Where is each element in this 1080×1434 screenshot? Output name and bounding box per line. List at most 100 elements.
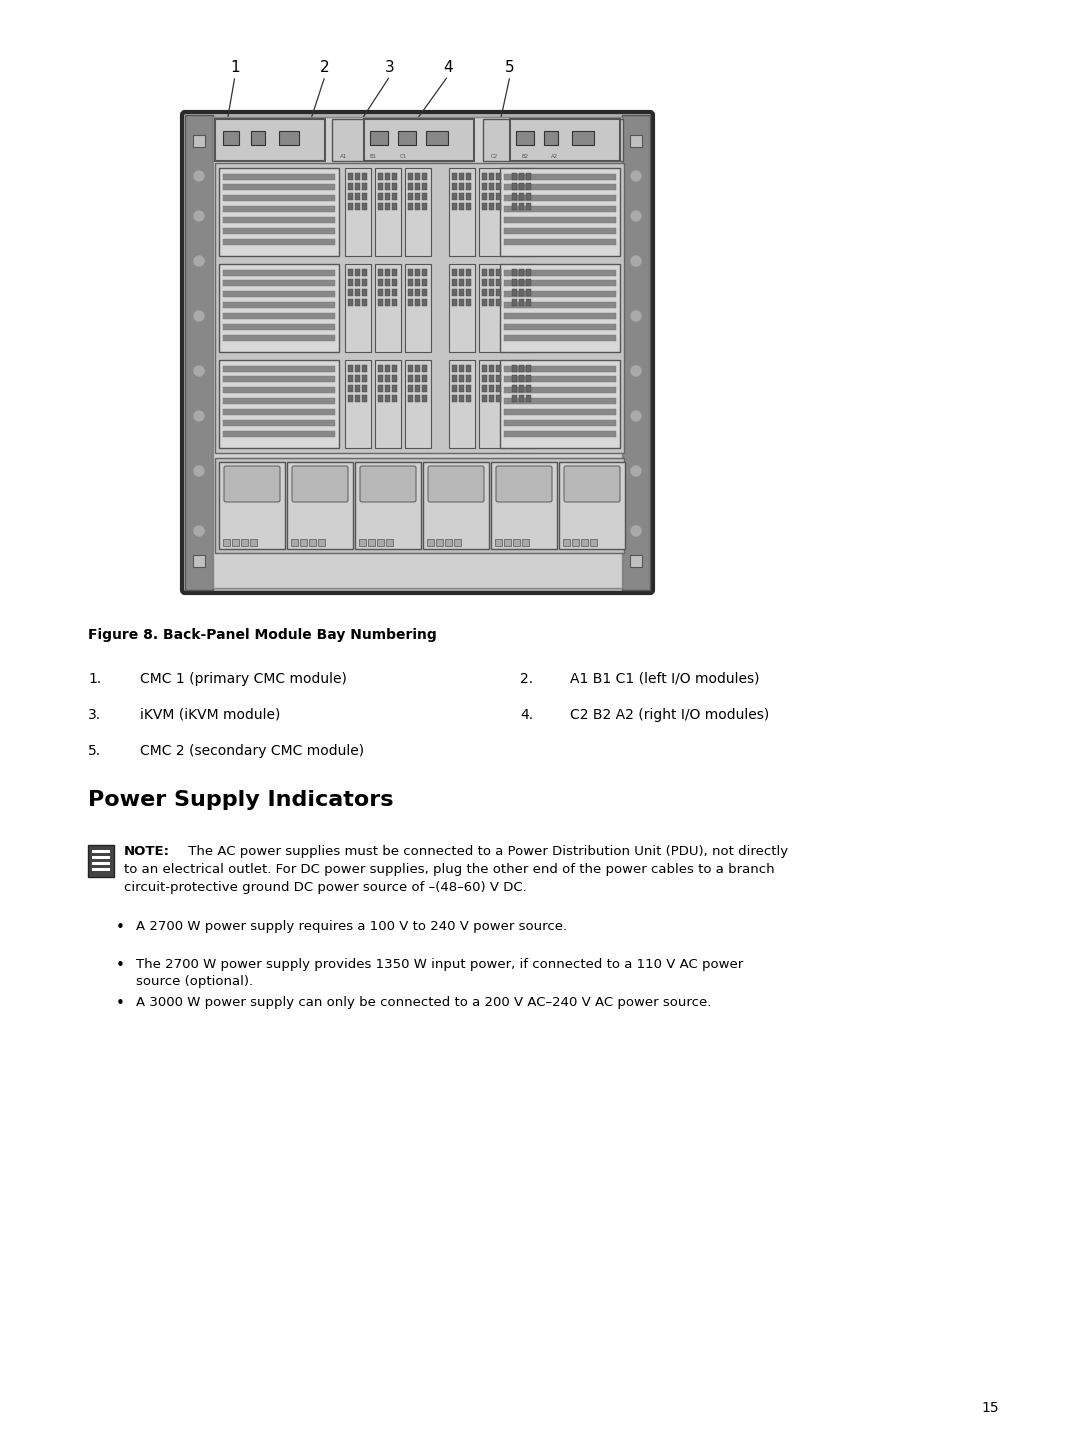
- Bar: [453, 376, 457, 381]
- Bar: [348, 300, 353, 305]
- Bar: [504, 387, 616, 393]
- Bar: [512, 174, 517, 181]
- Bar: [355, 394, 360, 402]
- Bar: [251, 130, 265, 145]
- Bar: [453, 194, 457, 199]
- Text: iKVM (iKVM module): iKVM (iKVM module): [140, 708, 281, 721]
- Bar: [513, 539, 519, 546]
- Text: source (optional).: source (optional).: [136, 975, 253, 988]
- Bar: [526, 376, 531, 381]
- Bar: [496, 280, 501, 285]
- Circle shape: [194, 211, 204, 221]
- Bar: [92, 868, 110, 870]
- Bar: [415, 394, 420, 402]
- Bar: [362, 184, 367, 189]
- Bar: [408, 376, 413, 381]
- Bar: [512, 384, 517, 391]
- Bar: [408, 174, 413, 181]
- Circle shape: [194, 412, 204, 422]
- Bar: [622, 115, 650, 589]
- FancyBboxPatch shape: [496, 466, 552, 502]
- Bar: [355, 280, 360, 285]
- Circle shape: [194, 311, 204, 321]
- Bar: [445, 539, 453, 546]
- Bar: [219, 462, 285, 549]
- Bar: [526, 174, 531, 181]
- Circle shape: [631, 171, 642, 181]
- Bar: [215, 457, 624, 554]
- Bar: [215, 119, 325, 161]
- Bar: [408, 290, 413, 295]
- Circle shape: [631, 366, 642, 376]
- Bar: [504, 239, 616, 245]
- Text: C1: C1: [400, 153, 407, 159]
- Bar: [449, 264, 475, 351]
- Bar: [422, 270, 427, 275]
- Bar: [348, 394, 353, 402]
- Bar: [345, 360, 372, 447]
- Text: 5.: 5.: [87, 744, 102, 759]
- Bar: [544, 130, 558, 145]
- Bar: [482, 384, 487, 391]
- Bar: [355, 270, 360, 275]
- Bar: [415, 270, 420, 275]
- Bar: [489, 204, 494, 209]
- Bar: [512, 394, 517, 402]
- Text: 5: 5: [505, 60, 515, 76]
- Bar: [355, 194, 360, 199]
- Bar: [384, 184, 390, 189]
- Bar: [563, 539, 570, 546]
- Text: NOTE:: NOTE:: [124, 845, 170, 858]
- Bar: [482, 376, 487, 381]
- Bar: [384, 290, 390, 295]
- Bar: [222, 324, 335, 330]
- Bar: [454, 539, 461, 546]
- Bar: [504, 228, 616, 234]
- Bar: [222, 239, 335, 245]
- Bar: [526, 384, 531, 391]
- Bar: [526, 394, 531, 402]
- Bar: [465, 174, 471, 181]
- Bar: [465, 184, 471, 189]
- Bar: [377, 539, 384, 546]
- Bar: [375, 264, 401, 351]
- Bar: [222, 313, 335, 318]
- Bar: [526, 194, 531, 199]
- Circle shape: [631, 466, 642, 476]
- Bar: [370, 130, 388, 145]
- Bar: [309, 539, 316, 546]
- Bar: [459, 174, 464, 181]
- Bar: [219, 168, 339, 257]
- Text: Power Supply Indicators: Power Supply Indicators: [87, 790, 393, 810]
- Bar: [504, 217, 616, 224]
- Bar: [482, 204, 487, 209]
- Bar: [482, 184, 487, 189]
- Bar: [519, 300, 524, 305]
- Bar: [415, 384, 420, 391]
- Bar: [516, 130, 534, 145]
- Bar: [489, 174, 494, 181]
- Text: A 2700 W power supply requires a 100 V to 240 V power source.: A 2700 W power supply requires a 100 V t…: [136, 921, 567, 934]
- Bar: [519, 194, 524, 199]
- Bar: [504, 420, 616, 426]
- Bar: [496, 184, 501, 189]
- Bar: [392, 300, 397, 305]
- Bar: [378, 280, 383, 285]
- Bar: [362, 300, 367, 305]
- Bar: [384, 204, 390, 209]
- Bar: [408, 184, 413, 189]
- Bar: [392, 174, 397, 181]
- Bar: [482, 174, 487, 181]
- Bar: [392, 376, 397, 381]
- Bar: [415, 204, 420, 209]
- Bar: [408, 204, 413, 209]
- Bar: [422, 394, 427, 402]
- Bar: [519, 184, 524, 189]
- Text: The 2700 W power supply provides 1350 W input power, if connected to a 110 V AC : The 2700 W power supply provides 1350 W …: [136, 958, 743, 971]
- Bar: [496, 270, 501, 275]
- Bar: [378, 270, 383, 275]
- Text: 3.: 3.: [87, 708, 102, 721]
- Bar: [465, 270, 471, 275]
- Bar: [512, 280, 517, 285]
- Bar: [526, 184, 531, 189]
